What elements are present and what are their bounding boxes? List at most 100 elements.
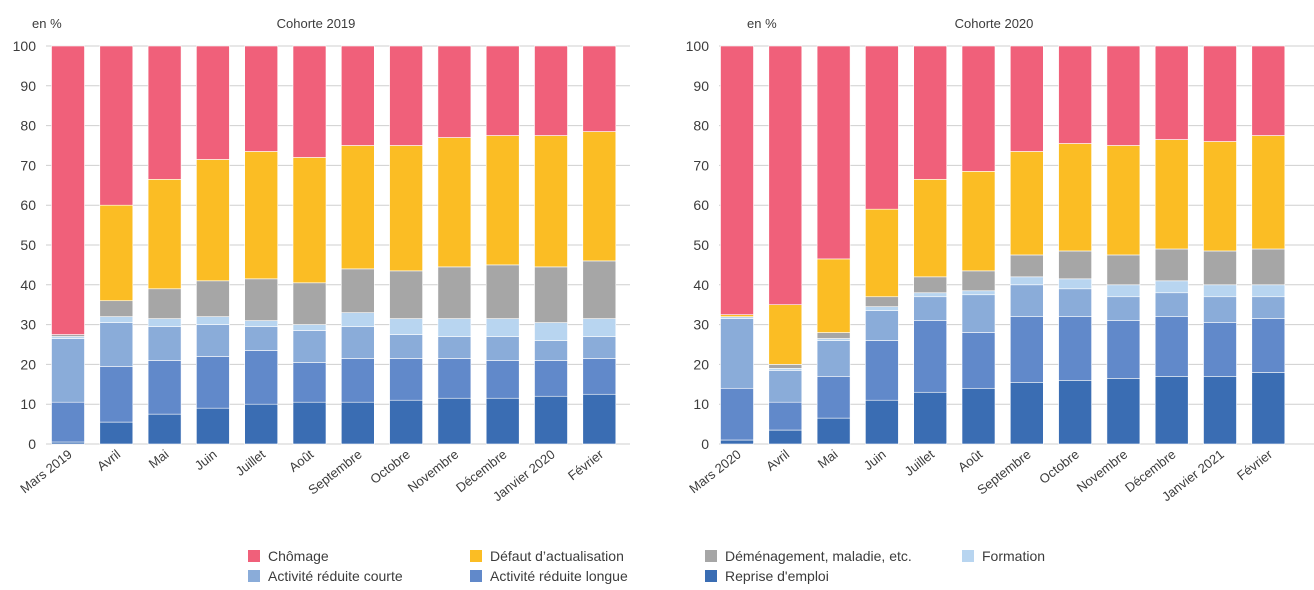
bar-segment-activite-reduite-longue-octobre bbox=[389, 358, 423, 401]
chart-panel-cohorte-2020: 0 10 20 30 40 50 60 70 80 90 100 en % Cohorte 2020 Ma… bbox=[686, 16, 1314, 504]
legend-label: Chômage bbox=[268, 548, 329, 564]
bar-segment-activite-reduite-courte-octobre bbox=[389, 334, 423, 359]
bar-segment-reprise-d-emploi-fevrier bbox=[1251, 372, 1286, 445]
bar-segment-chomage-juin bbox=[865, 45, 899, 210]
bar-segment-activite-reduite-courte-mai bbox=[816, 340, 851, 377]
bar-segment-activite-reduite-longue-juillet bbox=[913, 320, 948, 393]
bar-segment-reprise-d-emploi-aout bbox=[292, 401, 327, 445]
bar-segment-demenagement-maladie-etc-decembre bbox=[1154, 248, 1189, 282]
legend-swatch bbox=[248, 550, 260, 562]
bar-segment-defaut-d-actualisation-juin bbox=[865, 208, 899, 298]
bar-segment-reprise-d-emploi-janvier-2020 bbox=[534, 395, 568, 445]
bar-segment-activite-reduite-longue-avril bbox=[768, 401, 803, 431]
x-tick-label: Novembre bbox=[405, 447, 461, 496]
bar-segment-activite-reduite-longue-septembre bbox=[340, 358, 375, 403]
y-tick-label: 80 bbox=[20, 118, 36, 134]
x-tick-label: Novembre bbox=[1074, 447, 1130, 496]
bar-segment-activite-reduite-courte-janvier-2021 bbox=[1203, 296, 1237, 323]
bar-segment-formation-mai bbox=[147, 318, 182, 327]
bar-segment-demenagement-maladie-etc-janvier-2020 bbox=[534, 266, 568, 323]
bar-segment-demenagement-maladie-etc-septembre bbox=[340, 268, 375, 313]
bar-segment-formation-decembre bbox=[1154, 280, 1189, 294]
bar-segment-chomage-juillet bbox=[244, 45, 278, 152]
bar-segment-demenagement-maladie-etc-mai bbox=[147, 288, 182, 319]
chart-legend: Chômage Défaut d’actualisation Déménagemen… bbox=[248, 546, 1148, 586]
bar-segment-activite-reduite-courte-mars-2019 bbox=[51, 338, 85, 403]
bar-segment-activite-reduite-longue-aout bbox=[292, 362, 327, 403]
y-tick-label: 90 bbox=[693, 78, 709, 94]
y-tick-label: 80 bbox=[693, 118, 709, 134]
bar-segment-activite-reduite-courte-novembre bbox=[1106, 296, 1141, 321]
y-tick-label: 30 bbox=[20, 317, 36, 333]
bar-segment-reprise-d-emploi-mai bbox=[147, 413, 182, 445]
legend-item-formation: Formation bbox=[962, 548, 1045, 564]
y-tick-label: 10 bbox=[693, 396, 709, 412]
bar-segment-defaut-d-actualisation-janvier-2021 bbox=[1203, 141, 1237, 252]
x-tick-label: Mai bbox=[146, 446, 172, 471]
bar-segment-activite-reduite-longue-novembre bbox=[437, 358, 472, 399]
x-tick-label: Août bbox=[955, 446, 986, 475]
bar-segment-demenagement-maladie-etc-fevrier bbox=[582, 260, 617, 319]
bar-segment-activite-reduite-longue-aout bbox=[961, 332, 996, 389]
bar-segment-demenagement-maladie-etc-aout bbox=[292, 282, 327, 325]
legend-item-demenagement-maladie-etc: Déménagement, maladie, etc. bbox=[705, 548, 962, 564]
y-tick-label: 50 bbox=[20, 237, 36, 253]
y-tick-label: 10 bbox=[20, 396, 36, 412]
bar-segment-defaut-d-actualisation-avril bbox=[768, 304, 803, 365]
x-tick-label: Octobre bbox=[367, 447, 413, 487]
bar-segment-activite-reduite-longue-decembre bbox=[485, 360, 520, 399]
bar-segment-chomage-mai bbox=[816, 45, 851, 260]
y-tick-label: 50 bbox=[693, 237, 709, 253]
bar-segment-defaut-d-actualisation-septembre bbox=[340, 145, 375, 270]
bar-segment-reprise-d-emploi-aout bbox=[961, 387, 996, 445]
y-tick-label: 0 bbox=[701, 436, 709, 452]
bar-segment-reprise-d-emploi-septembre bbox=[1009, 382, 1044, 445]
x-tick-label: Mars 2020 bbox=[686, 447, 744, 497]
y-tick-label: 100 bbox=[686, 38, 710, 54]
x-tick-label: Octobre bbox=[1036, 447, 1082, 487]
bar-segment-activite-reduite-courte-avril bbox=[768, 370, 803, 403]
bar-segment-chomage-aout bbox=[292, 45, 327, 158]
bar-segment-reprise-d-emploi-juin bbox=[865, 399, 899, 445]
bar-segment-defaut-d-actualisation-octobre bbox=[389, 145, 423, 272]
bar-segment-activite-reduite-courte-novembre bbox=[437, 336, 472, 359]
bar-segment-activite-reduite-courte-avril bbox=[99, 322, 134, 367]
bar-segment-defaut-d-actualisation-novembre bbox=[437, 137, 472, 268]
bar-segment-chomage-aout bbox=[961, 45, 996, 172]
bar-segment-activite-reduite-longue-mars-2020 bbox=[720, 387, 754, 441]
bar-segment-chomage-novembre bbox=[437, 45, 472, 138]
bar-segment-activite-reduite-longue-juillet bbox=[244, 350, 278, 405]
legend-item-activite-reduite-longue: Activité réduite longue bbox=[470, 568, 705, 584]
bar-segment-activite-reduite-courte-aout bbox=[292, 330, 327, 363]
bar-segment-activite-reduite-longue-juin bbox=[196, 356, 230, 409]
bar-segment-chomage-mars-2020 bbox=[720, 45, 754, 315]
bar-segment-reprise-d-emploi-janvier-2021 bbox=[1203, 376, 1237, 445]
bar-segment-formation-octobre bbox=[389, 318, 423, 335]
y-axis-label: en % bbox=[32, 16, 62, 31]
y-tick-label: 100 bbox=[13, 38, 37, 54]
bar-segment-formation-septembre bbox=[1009, 276, 1044, 286]
y-tick-label: 70 bbox=[693, 157, 709, 173]
bar-segment-defaut-d-actualisation-octobre bbox=[1058, 143, 1092, 252]
bar-segment-reprise-d-emploi-avril bbox=[99, 421, 134, 445]
bar-segment-defaut-d-actualisation-decembre bbox=[485, 135, 520, 266]
bar-segment-chomage-avril bbox=[768, 45, 803, 306]
bar-segment-defaut-d-actualisation-juin bbox=[196, 159, 230, 282]
x-tick-label: Juillet bbox=[902, 446, 938, 479]
bar-segment-reprise-d-emploi-novembre bbox=[1106, 378, 1141, 445]
bar-segment-formation-octobre bbox=[1058, 278, 1092, 290]
bar-segment-reprise-d-emploi-mai bbox=[816, 417, 851, 445]
x-tick-label: Avril bbox=[94, 446, 123, 473]
bar-segment-defaut-d-actualisation-fevrier bbox=[1251, 135, 1286, 250]
y-tick-label: 60 bbox=[20, 197, 36, 213]
bar-segment-reprise-d-emploi-juin bbox=[196, 407, 230, 445]
bar-segment-demenagement-maladie-etc-novembre bbox=[437, 266, 472, 319]
bar-segment-chomage-octobre bbox=[1058, 45, 1092, 144]
bar-segment-activite-reduite-courte-juin bbox=[865, 310, 899, 341]
bar-segment-chomage-novembre bbox=[1106, 45, 1141, 146]
bar-segment-reprise-d-emploi-mars-2020 bbox=[720, 439, 754, 445]
bar-segment-chomage-septembre bbox=[1009, 45, 1044, 152]
bar-segment-reprise-d-emploi-octobre bbox=[1058, 380, 1092, 445]
